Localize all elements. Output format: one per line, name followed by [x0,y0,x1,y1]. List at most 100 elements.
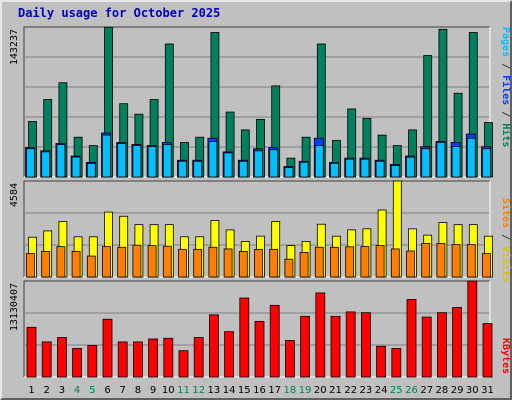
bar-kbytes [391,348,402,378]
x-tick-label: 7 [120,385,126,396]
bar-sites [314,246,324,278]
bar-kbytes [421,316,432,378]
bar-sites [406,250,415,278]
x-tick-label: 16 [253,385,266,396]
legend-top: Pages / Files / Hits [500,27,512,147]
bar-pages [451,146,461,178]
bar-sites [117,246,127,278]
bar-sites [375,245,385,278]
bar-kbytes [452,307,463,378]
legend-middle: Sites / Visits [500,198,512,282]
x-tick-label: 27 [420,385,433,396]
x-tick-label: 5 [89,385,95,396]
bar-sites [390,248,400,278]
bar-pages [26,148,35,178]
x-tick-label: 31 [481,385,494,396]
bar-pages [375,160,385,178]
bar-pages [421,148,431,178]
x-tick-label: 30 [466,385,479,396]
bar-sites [102,246,111,278]
bar-kbytes [376,345,387,378]
bar-sites [193,248,203,278]
x-tick-label: 6 [104,385,110,396]
x-tick-label: 14 [223,385,236,396]
bar-kbytes [467,280,478,378]
bar-pages [41,151,51,178]
x-tick-label: 21 [329,385,342,396]
x-tick-label: 28 [436,385,449,396]
bar-sites [345,246,355,278]
bar-sites [41,251,51,278]
bar-pages [345,158,355,178]
x-tick-label: 11 [177,385,190,396]
chart-title: Daily usage for October 2025 [18,6,221,20]
x-tick-label: 20 [314,385,327,396]
bar-sites [26,253,35,278]
bar-kbytes [117,341,128,378]
bar-pages [117,143,127,178]
legend-entry: Visits [500,246,512,282]
x-tick-label: 1 [28,385,34,396]
y-max-label: 4584 [9,183,20,207]
bar-sites [482,253,491,278]
x-tick-label: 26 [405,385,418,396]
bar-pages [254,150,263,178]
bar-sites [56,246,66,278]
bar-sites [208,246,218,278]
panel-border-dark [23,26,490,177]
bar-kbytes [163,337,174,378]
bar-pages [193,160,203,178]
panel-border-dark [23,280,490,377]
bar-kbytes [300,315,311,378]
bar-pages [71,156,81,178]
bar-pages [436,142,446,178]
bar-sites [238,251,248,278]
x-tick-label: 3 [59,385,65,396]
x-tick-label: 19 [299,385,312,396]
bar-sites [299,252,309,278]
bar-sites [269,248,279,278]
x-tick-label: 17 [268,385,281,396]
bar-sites [254,248,263,278]
bar-pages [299,161,309,178]
bar-kbytes [57,337,67,378]
legend-entry: / [500,57,511,75]
bar-kbytes [436,312,447,378]
bar-kbytes [284,340,295,378]
legend-entry: Sites [500,198,512,228]
bar-pages [360,158,370,178]
bar-sites [132,244,142,278]
bar-pages [269,149,279,178]
bar-pages [238,160,248,178]
bar-kbytes [315,292,326,378]
bar-kbytes [406,299,417,378]
bar-sites [466,244,476,278]
bar-pages [406,156,415,178]
bar-sites [71,251,81,278]
y-max-label: 143237 [9,29,20,65]
x-tick-label: 23 [360,385,373,396]
legend-entry: KBytes [500,338,511,374]
bar-sites [451,244,461,278]
bar-sites [284,258,294,278]
bar-sites [223,248,233,278]
x-tick-label: 24 [375,385,388,396]
bar-kbytes [132,341,143,378]
bar-sites [436,243,446,278]
bar-kbytes [26,326,37,378]
x-tick-label: 13 [208,385,221,396]
x-tick-label: 25 [390,385,403,396]
x-tick-label: 4 [74,385,80,396]
bar-pages [162,144,172,178]
bar-pages [330,162,339,178]
x-tick-label: 8 [135,385,141,396]
bar-pages [147,146,157,178]
bar-kbytes [482,323,493,378]
bar-pages [223,152,233,178]
bar-kbytes [102,318,113,378]
bar-sites [360,246,370,278]
bar-pages [132,145,142,178]
x-tick-label: 2 [44,385,50,396]
bar-kbytes [330,315,341,378]
